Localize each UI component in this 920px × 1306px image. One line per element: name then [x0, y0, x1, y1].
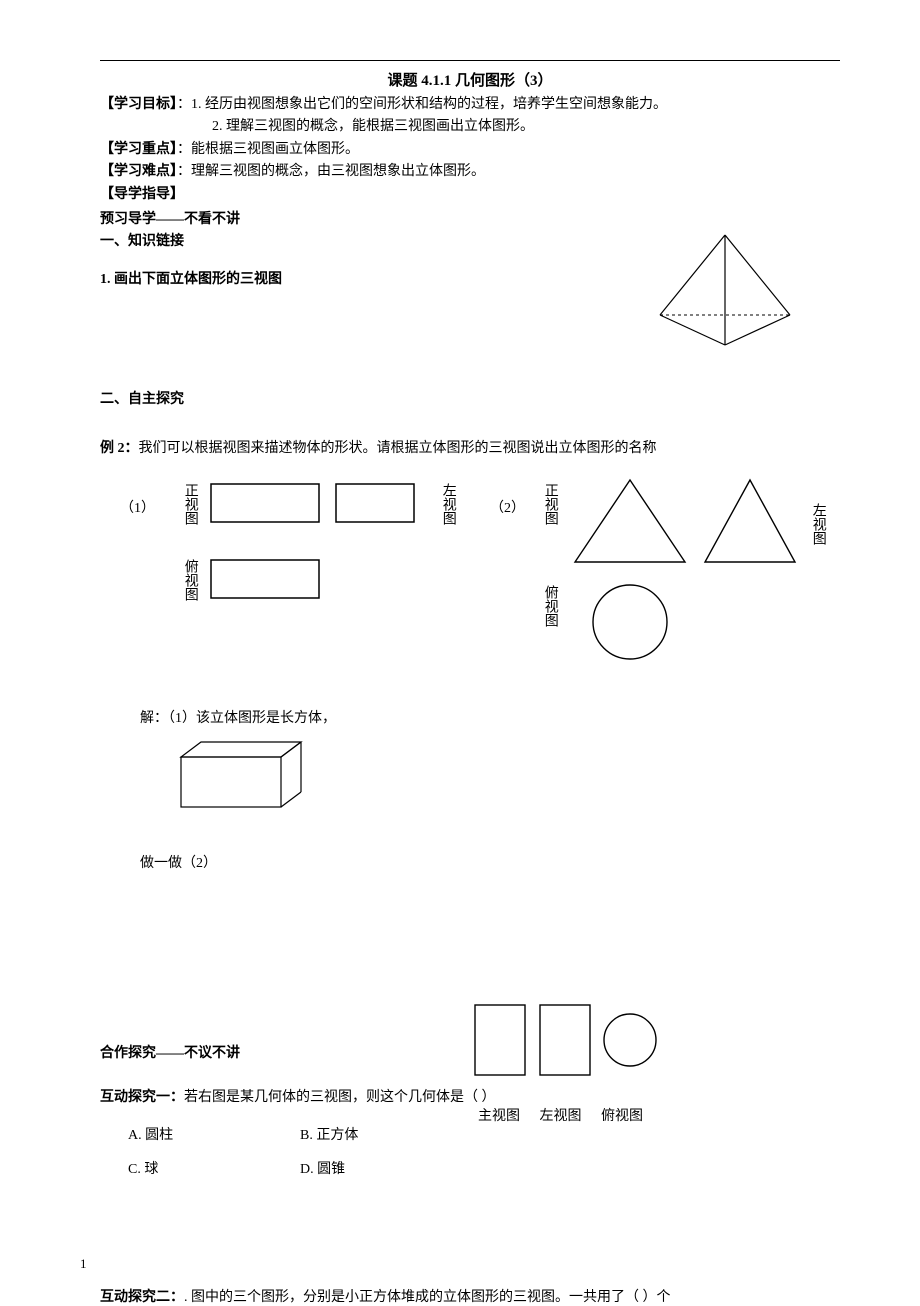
preview-heading: 预习导学——不看不讲: [100, 208, 840, 228]
lesson-title: 课题 4.1.1 几何图形（3）: [100, 69, 840, 90]
focus-line: 【学习重点】：能根据三视图画立体图形。: [100, 139, 840, 161]
top-view-label: 俯视图: [593, 1105, 651, 1125]
left-view-label: 左视图: [532, 1105, 590, 1125]
front-view-rect-1: [210, 483, 320, 523]
option-c: C. 球: [128, 1152, 298, 1184]
cuboid-figure: [156, 737, 306, 817]
front-view-label-1: 正视图: [182, 483, 197, 525]
goals-line1: 【学习目标】：1. 经历由视图想象出它们的空间形状和结构的过程，培养学生空间想象…: [100, 94, 840, 116]
top-view-label-1: 俯视图: [182, 559, 197, 601]
diff-label: 【学习难点】: [100, 164, 177, 179]
diff-text: ：理解三视图的概念，由三视图想象出立体图形。: [177, 164, 485, 179]
inter1-view-labels: 主视图 左视图 俯视图: [470, 1105, 670, 1125]
left-view-rect-1: [335, 483, 415, 523]
page-number: 1: [80, 1256, 87, 1272]
subq-1: （1）: [120, 497, 155, 517]
goal-2: 2. 理解三视图的概念，能根据三视图画出立体图形。: [212, 116, 840, 138]
goals-label: 【学习目标】: [100, 97, 177, 112]
ex2-text: 我们可以根据视图来描述物体的形状。请根据立体图形的三视图说出立体图形的名称: [139, 441, 657, 456]
inter1-views-svg: [470, 1000, 670, 1080]
option-d: D. 圆锥: [300, 1152, 470, 1184]
options-table: A. 圆柱 B. 正方体 C. 球 D. 圆锥: [126, 1116, 472, 1186]
inter1-text: 若右图是某几何体的三视图，则这个几何体是（ ）: [184, 1090, 496, 1105]
top-view-circle-2: [590, 582, 670, 662]
option-b: B. 正方体: [300, 1118, 470, 1150]
section-2-heading: 二、自主探究: [100, 388, 840, 408]
inter2-text: . 图中的三个图形，分别是小正方体堆成的立体图形的三视图。一共用了（ ）个: [184, 1290, 671, 1305]
main-view-label: 主视图: [470, 1105, 528, 1125]
interactive-2: 互动探究二：. 图中的三个图形，分别是小正方体堆成的立体图形的三视图。一共用了（…: [100, 1286, 840, 1306]
focus-label: 【学习重点】: [100, 142, 177, 157]
inter1-label: 互动探究一：: [100, 1090, 184, 1105]
do-2: 做一做（2）: [140, 852, 840, 872]
ex2-label: 例 2：: [100, 441, 139, 456]
left-view-label-1: 左视图: [440, 483, 455, 525]
option-a: A. 圆柱: [128, 1118, 298, 1150]
subq-2: （2）: [490, 497, 525, 517]
inter1-views: 主视图 左视图 俯视图: [470, 1000, 670, 1125]
three-views-row: （1） 正视图 俯视图 左视图 （2） 正视图 俯视图 左视图: [100, 477, 840, 697]
left-view-label-2: 左视图: [810, 503, 825, 545]
top-view-rect-1: [210, 559, 320, 599]
front-view-triangle-2: [570, 477, 690, 567]
example-2: 例 2：我们可以根据视图来描述物体的形状。请根据立体图形的三视图说出立体图形的名…: [100, 436, 840, 461]
front-view-label-2: 正视图: [542, 483, 557, 525]
guide-label: 【导学指导】: [100, 184, 840, 206]
difficulty-line: 【学习难点】：理解三视图的概念，由三视图想象出立体图形。: [100, 161, 840, 183]
inter2-label: 互动探究二：: [100, 1290, 184, 1305]
top-view-label-2: 俯视图: [542, 585, 557, 627]
focus-text: ：能根据三视图画立体图形。: [177, 142, 359, 157]
top-rule: [100, 60, 840, 61]
tetrahedron-figure: [650, 230, 800, 350]
left-view-triangle-2: [700, 477, 800, 567]
goal-1: ：1. 经历由视图想象出它们的空间形状和结构的过程，培养学生空间想象能力。: [177, 97, 667, 112]
answer-1: 解：（1）该立体图形是长方体，: [140, 707, 840, 727]
coop-heading-text: 合作探究——不议不讲: [100, 1046, 240, 1061]
